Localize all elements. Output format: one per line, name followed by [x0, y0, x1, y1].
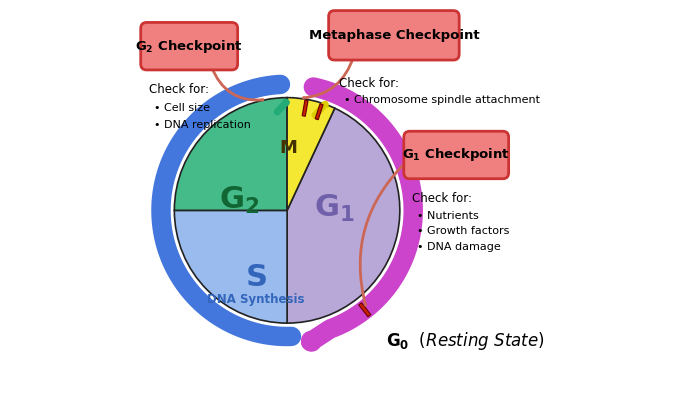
Text: Check for:: Check for:: [412, 192, 472, 205]
FancyBboxPatch shape: [329, 11, 459, 60]
Text: • DNA damage: • DNA damage: [417, 242, 501, 252]
Text: $\mathbf{M}$: $\mathbf{M}$: [279, 139, 297, 157]
Bar: [315, 104, 323, 120]
Text: $\mathbf{G_2}$ Checkpoint: $\mathbf{G_2}$ Checkpoint: [136, 38, 243, 55]
FancyBboxPatch shape: [404, 131, 509, 179]
Text: $\mathbf{G_2}$: $\mathbf{G_2}$: [219, 185, 260, 216]
Bar: [359, 303, 370, 317]
Text: Metaphase Checkpoint: Metaphase Checkpoint: [308, 29, 479, 42]
Wedge shape: [287, 108, 400, 323]
Text: $\mathbf{G_0}$  $\mathit{(Resting\ State)}$: $\mathbf{G_0}$ $\mathit{(Resting\ State)…: [386, 330, 545, 352]
Text: • Nutrients: • Nutrients: [417, 210, 479, 220]
Text: DNA Synthesis: DNA Synthesis: [207, 293, 304, 306]
Text: Check for:: Check for:: [148, 83, 208, 96]
Bar: [302, 100, 308, 116]
Text: Check for:: Check for:: [338, 77, 398, 90]
Text: • Cell size: • Cell size: [154, 102, 210, 112]
Text: • Chromosome spindle attachment: • Chromosome spindle attachment: [345, 94, 541, 104]
Text: $\mathbf{G_1}$: $\mathbf{G_1}$: [314, 193, 355, 224]
Text: $\mathbf{S}$: $\mathbf{S}$: [244, 263, 266, 292]
Text: • Growth factors: • Growth factors: [417, 226, 509, 236]
Text: • DNA replication: • DNA replication: [154, 119, 251, 129]
Wedge shape: [287, 98, 335, 210]
Wedge shape: [174, 98, 287, 210]
Text: $\mathbf{G_1}$ Checkpoint: $\mathbf{G_1}$ Checkpoint: [402, 146, 510, 164]
Wedge shape: [174, 210, 287, 323]
FancyBboxPatch shape: [141, 23, 238, 70]
